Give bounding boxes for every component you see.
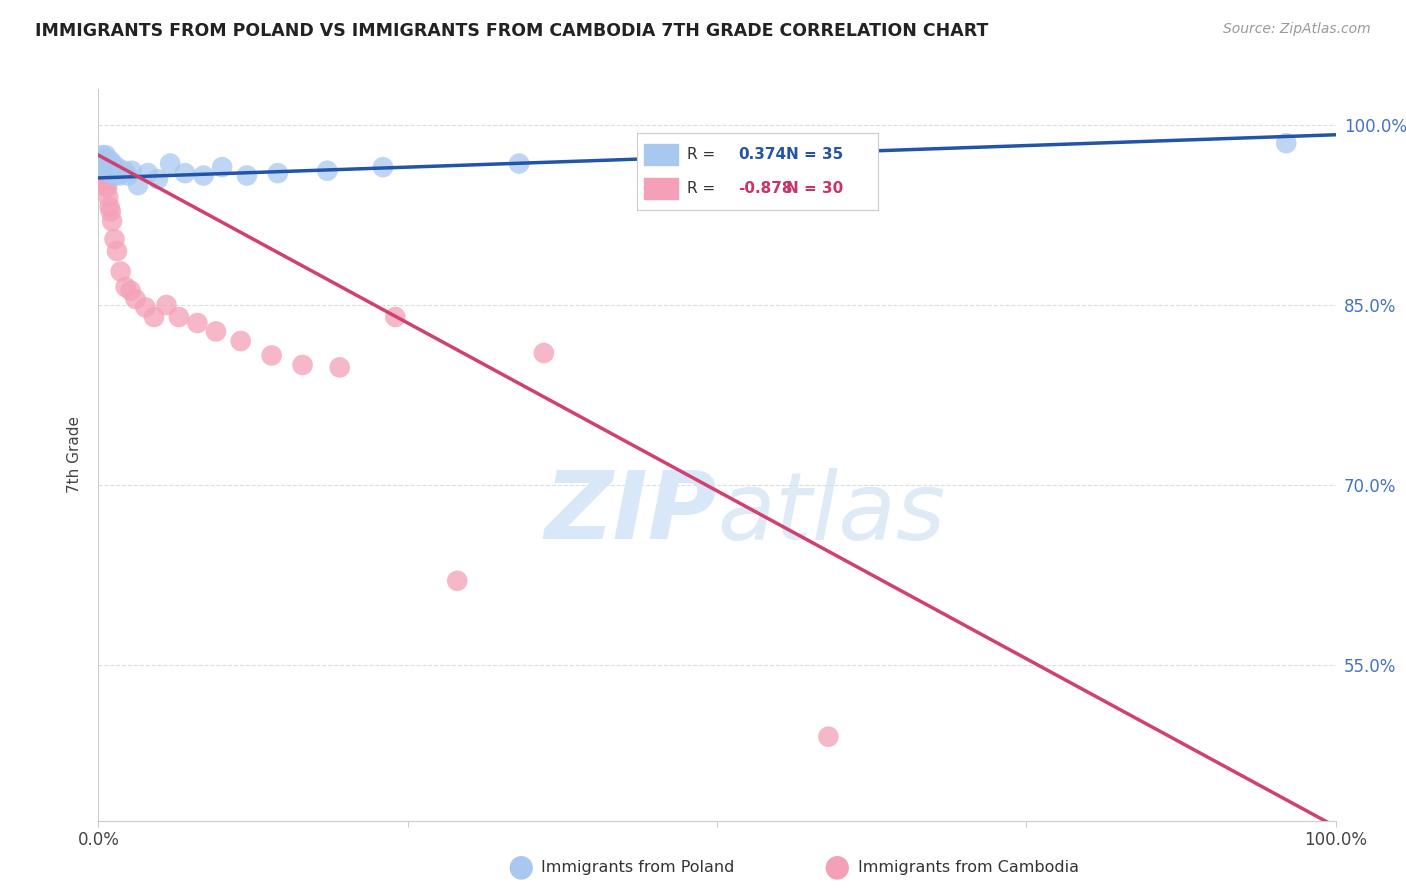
Y-axis label: 7th Grade: 7th Grade	[67, 417, 83, 493]
Point	[93, 172, 115, 186]
Point	[105, 160, 128, 174]
Text: N = 35: N = 35	[786, 146, 844, 161]
Point	[96, 180, 118, 194]
Point	[121, 163, 143, 178]
Text: ●: ●	[508, 853, 533, 881]
Point	[159, 156, 181, 170]
Point	[316, 163, 339, 178]
Point	[446, 574, 468, 588]
Point	[100, 160, 122, 174]
Point	[103, 232, 125, 246]
Point	[101, 156, 124, 170]
Point	[91, 160, 114, 174]
Point	[167, 310, 190, 324]
Point	[124, 292, 146, 306]
Point	[91, 148, 114, 162]
Point	[96, 160, 118, 174]
Text: N = 30: N = 30	[786, 181, 844, 196]
Point	[90, 152, 112, 166]
Text: atlas: atlas	[717, 468, 945, 559]
Text: -0.878: -0.878	[738, 181, 793, 196]
Point	[533, 346, 555, 360]
Point	[229, 334, 252, 348]
Point	[97, 190, 120, 204]
Point	[260, 348, 283, 362]
Point	[96, 152, 118, 166]
Point	[100, 154, 122, 169]
Point	[97, 163, 120, 178]
Point	[101, 214, 124, 228]
Point	[236, 169, 259, 183]
Bar	[644, 178, 678, 199]
Point	[110, 264, 132, 278]
Point	[267, 166, 290, 180]
Point	[329, 360, 352, 375]
Point	[100, 204, 122, 219]
Text: ●: ●	[824, 853, 849, 881]
Point	[90, 154, 112, 169]
Point	[93, 152, 115, 166]
Point	[93, 166, 115, 180]
Text: 0.374: 0.374	[738, 146, 786, 161]
Bar	[644, 144, 678, 165]
Point	[371, 160, 394, 174]
Point	[97, 156, 120, 170]
Point	[143, 310, 166, 324]
Point	[111, 166, 134, 180]
Text: IMMIGRANTS FROM POLAND VS IMMIGRANTS FROM CAMBODIA 7TH GRADE CORRELATION CHART: IMMIGRANTS FROM POLAND VS IMMIGRANTS FRO…	[35, 22, 988, 40]
Point	[108, 169, 131, 183]
Point	[94, 148, 117, 162]
Text: Immigrants from Poland: Immigrants from Poland	[541, 860, 735, 874]
Point	[104, 163, 127, 178]
Point	[146, 172, 169, 186]
Point	[155, 298, 177, 312]
Point	[384, 310, 406, 324]
Text: ZIP: ZIP	[544, 467, 717, 559]
Point	[103, 169, 125, 183]
Point	[211, 160, 233, 174]
Point	[136, 166, 159, 180]
Point	[117, 169, 139, 183]
Point	[174, 166, 197, 180]
Point	[817, 730, 839, 744]
Text: R =: R =	[688, 181, 720, 196]
Point	[93, 156, 115, 170]
Point	[112, 163, 135, 178]
Point	[98, 166, 121, 180]
Point	[193, 169, 215, 183]
Point	[94, 178, 117, 193]
Point	[508, 156, 530, 170]
Point	[120, 284, 142, 298]
Text: Source: ZipAtlas.com: Source: ZipAtlas.com	[1223, 22, 1371, 37]
Point	[1275, 136, 1298, 150]
Point	[127, 178, 149, 193]
Point	[205, 325, 228, 339]
Point	[105, 244, 128, 258]
Point	[98, 200, 121, 214]
Text: R =: R =	[688, 146, 720, 161]
Text: Immigrants from Cambodia: Immigrants from Cambodia	[858, 860, 1078, 874]
Point	[134, 301, 156, 315]
Point	[291, 358, 314, 372]
Point	[186, 316, 208, 330]
Point	[114, 280, 136, 294]
Point	[103, 166, 125, 180]
